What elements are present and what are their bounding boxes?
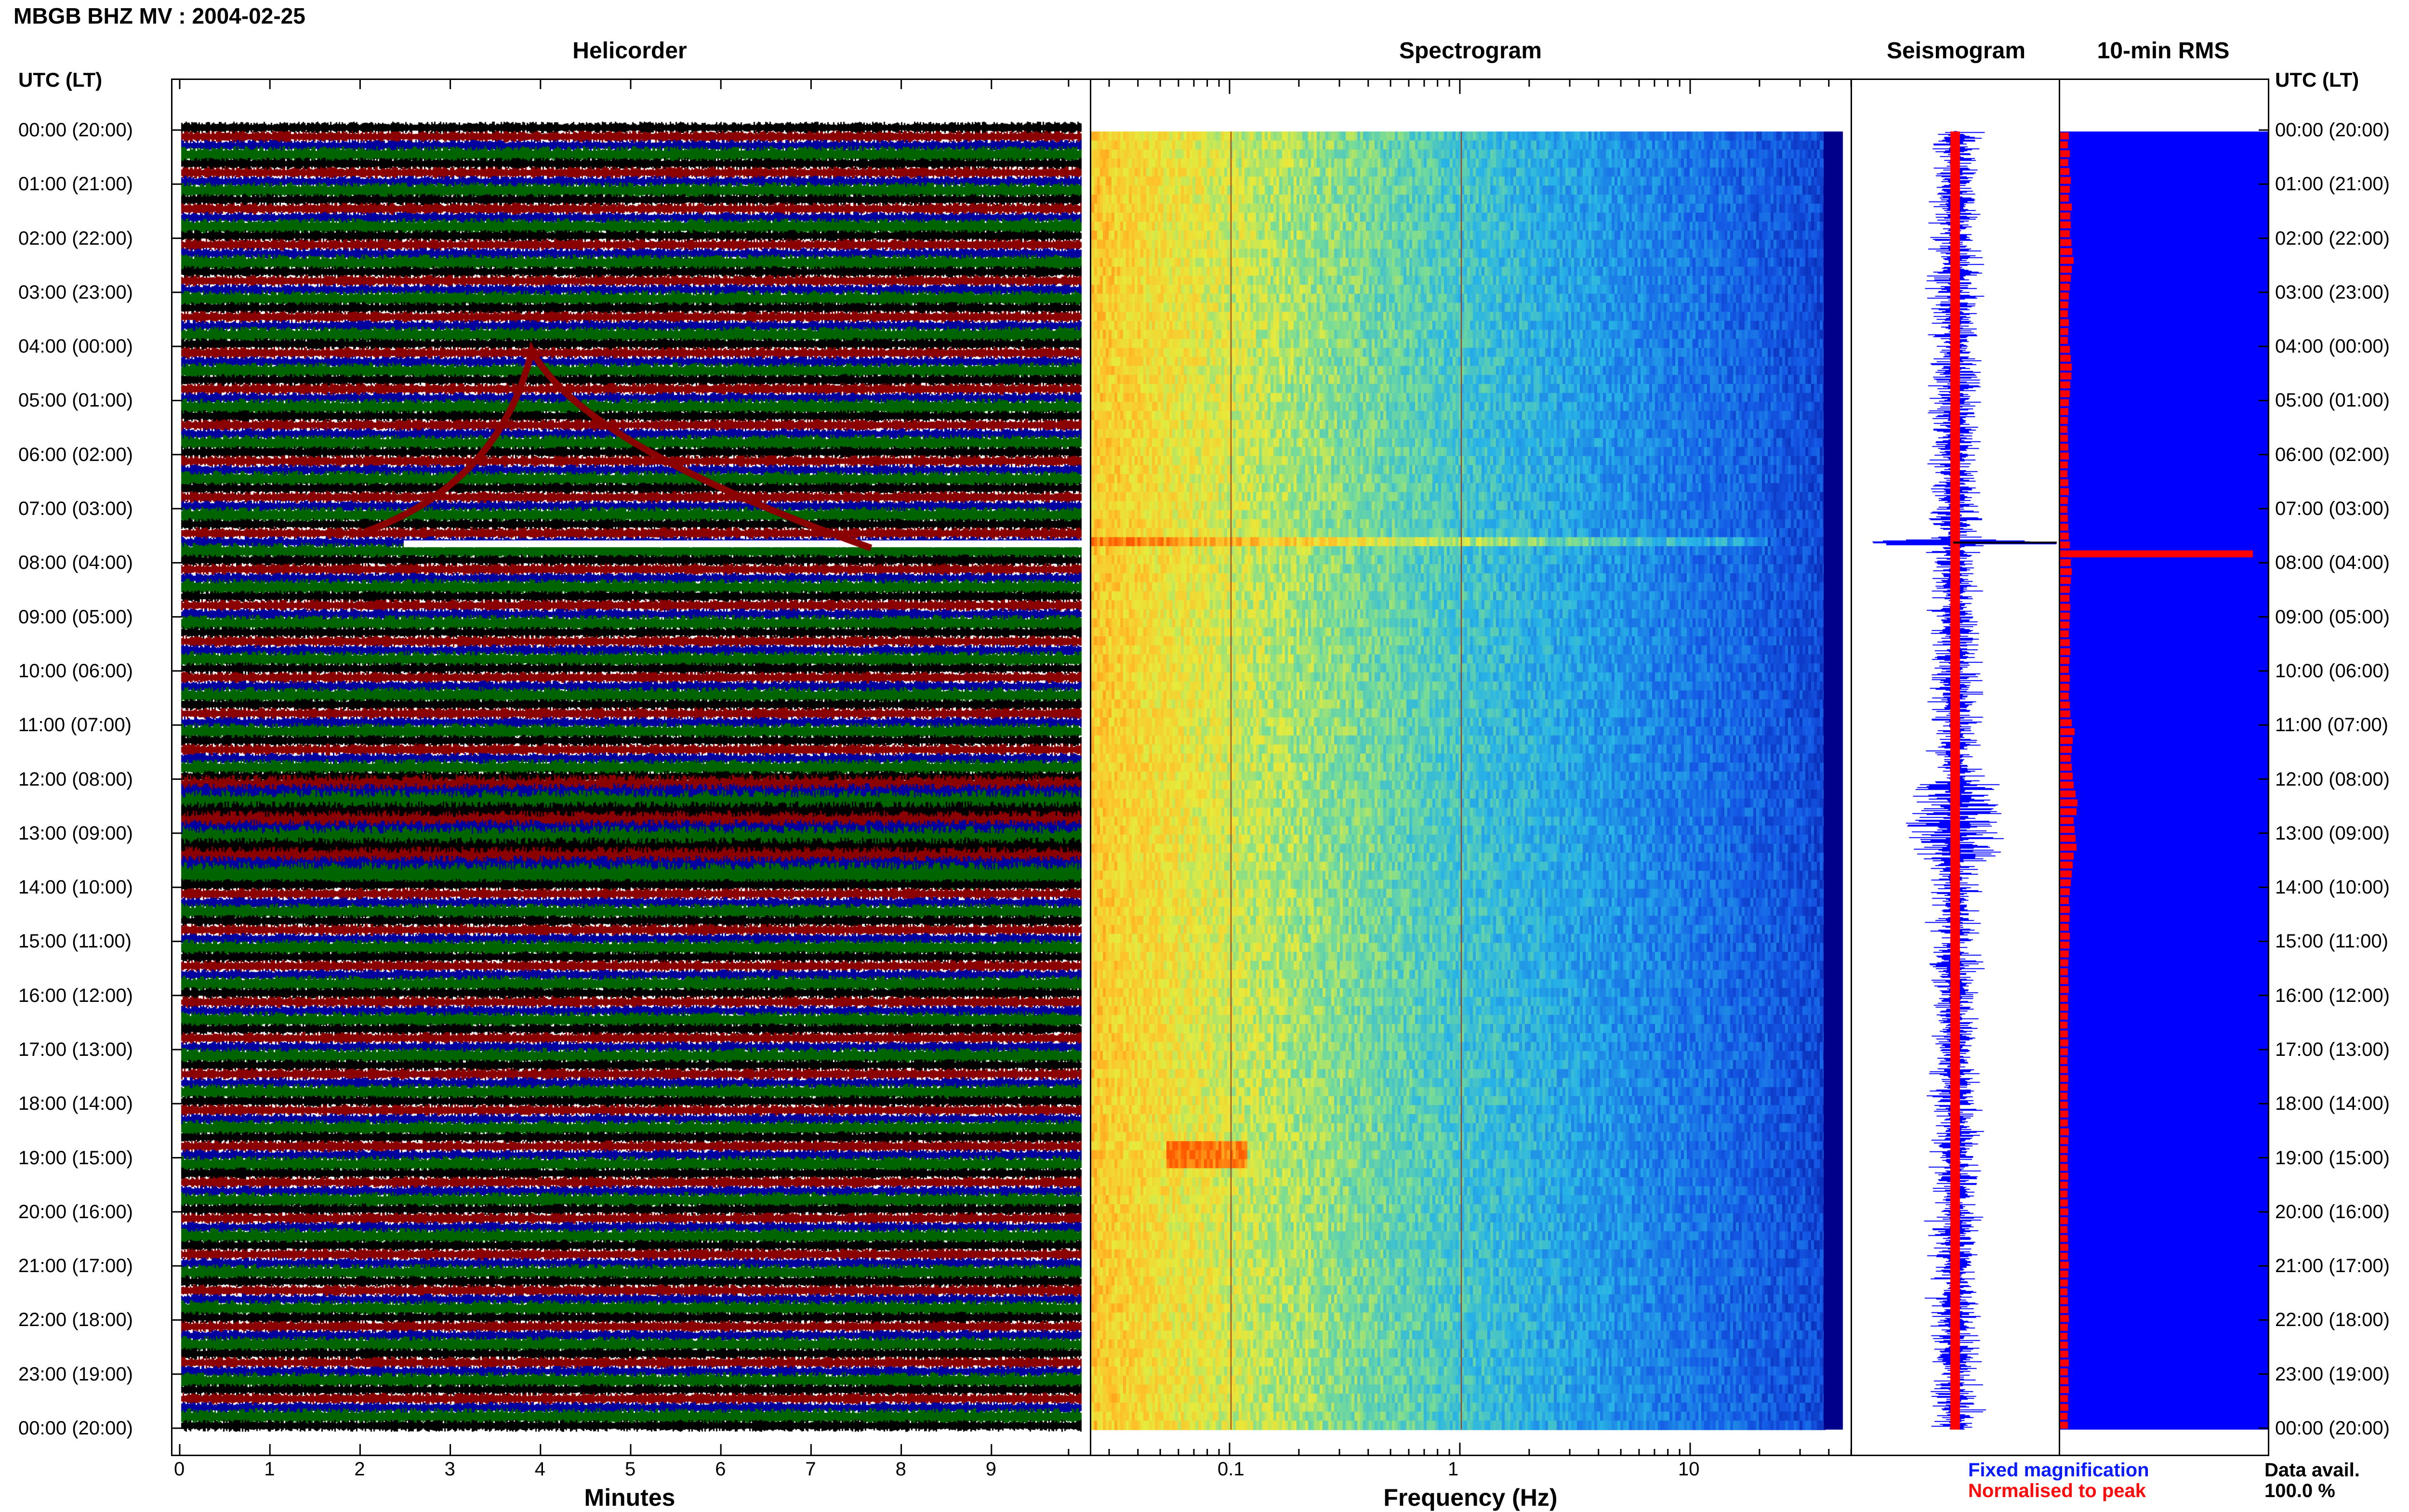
- time-label: 13:00 (09:00): [2275, 822, 2390, 844]
- time-label: 21:00 (17:00): [18, 1255, 133, 1277]
- time-label: 16:00 (12:00): [18, 985, 133, 1006]
- time-label: 23:00 (19:00): [2275, 1363, 2390, 1385]
- helicorder-x-tick-label: 5: [625, 1459, 636, 1480]
- utc-label-left: UTC (LT): [18, 68, 103, 91]
- time-label: 04:00 (00:00): [2275, 336, 2390, 357]
- data-availability-value: 100.0 %: [2264, 1480, 2335, 1501]
- spectrogram-image: [1091, 80, 1851, 1455]
- spectrogram-title: Spectrogram: [1399, 38, 1542, 64]
- time-label: 17:00 (13:00): [18, 1039, 133, 1060]
- time-label: 02:00 (22:00): [18, 227, 133, 249]
- time-label: 22:00 (18:00): [2275, 1309, 2390, 1331]
- helicorder-x-tick-label: 1: [264, 1459, 275, 1480]
- time-label: 03:00 (23:00): [2275, 281, 2390, 303]
- time-label: 09:00 (05:00): [18, 606, 133, 628]
- helicorder-panel: [171, 79, 1091, 1456]
- helicorder-x-tick-label: 6: [715, 1459, 726, 1480]
- time-label: 11:00 (07:00): [18, 714, 132, 736]
- spectrogram-x-label: Frequency (Hz): [1383, 1484, 1558, 1511]
- time-label: 03:00 (23:00): [18, 281, 133, 303]
- time-label: 05:00 (01:00): [2275, 390, 2390, 411]
- spectrogram-x-tick-label: 1: [1448, 1459, 1459, 1480]
- time-label: 05:00 (01:00): [18, 390, 133, 411]
- time-label: 18:00 (14:00): [2275, 1093, 2390, 1115]
- time-label: 09:00 (05:00): [2275, 606, 2390, 628]
- time-label: 15:00 (11:00): [18, 931, 132, 952]
- page-title: MBGB BHZ MV : 2004-02-25: [13, 3, 305, 28]
- time-label: 14:00 (10:00): [18, 877, 133, 898]
- time-label: 00:00 (20:00): [2275, 1418, 2390, 1439]
- time-label: 11:00 (07:00): [2275, 714, 2388, 736]
- time-label: 02:00 (22:00): [2275, 227, 2390, 249]
- time-label: 18:00 (14:00): [18, 1093, 133, 1115]
- rms-bars: [2060, 80, 2268, 1455]
- time-label: 17:00 (13:00): [2275, 1039, 2390, 1060]
- time-label: 00:00 (20:00): [2275, 119, 2390, 141]
- helicorder-x-tick-label: 2: [354, 1459, 365, 1480]
- helicorder-x-tick-label: 0: [174, 1459, 185, 1480]
- data-availability-label: Data avail.: [2264, 1459, 2360, 1481]
- time-label: 21:00 (17:00): [2275, 1255, 2390, 1277]
- time-label: 15:00 (11:00): [2275, 931, 2388, 952]
- spectrogram-x-tick-label: 0.1: [1218, 1459, 1244, 1480]
- helicorder-x-tick-label: 3: [444, 1459, 455, 1480]
- time-label: 07:00 (03:00): [18, 498, 133, 520]
- rms-panel: [2059, 79, 2269, 1456]
- spectrogram-panel: [1090, 79, 1852, 1456]
- helicorder-x-tick-label: 4: [534, 1459, 546, 1480]
- time-label: 12:00 (08:00): [2275, 768, 2390, 790]
- time-label: 14:00 (10:00): [2275, 877, 2390, 898]
- time-label: 10:00 (06:00): [18, 660, 133, 682]
- spectrogram-x-tick-label: 10: [1678, 1459, 1700, 1480]
- time-label: 20:00 (16:00): [18, 1201, 133, 1223]
- seismogram-trace: [1852, 80, 2059, 1455]
- time-label: 13:00 (09:00): [18, 822, 133, 844]
- time-label: 19:00 (15:00): [18, 1147, 133, 1169]
- utc-label-right: UTC (LT): [2275, 68, 2359, 91]
- time-label: 16:00 (12:00): [2275, 985, 2390, 1006]
- time-label: 10:00 (06:00): [2275, 660, 2390, 682]
- time-label: 20:00 (16:00): [2275, 1201, 2390, 1223]
- legend-fixed-magnification: Fixed magnification: [1968, 1459, 2149, 1481]
- seismogram-panel: [1851, 79, 2060, 1456]
- time-label: 23:00 (19:00): [18, 1363, 133, 1385]
- helicorder-x-tick-label: 8: [895, 1459, 906, 1480]
- time-label: 08:00 (04:00): [2275, 552, 2390, 574]
- helicorder-x-tick-label: 7: [805, 1459, 816, 1480]
- time-label: 19:00 (15:00): [2275, 1147, 2390, 1169]
- time-label: 12:00 (08:00): [18, 768, 133, 790]
- time-label: 00:00 (20:00): [18, 1418, 133, 1439]
- helicorder-traces: [172, 80, 1090, 1455]
- helicorder-x-label: Minutes: [584, 1484, 675, 1511]
- time-label: 04:00 (00:00): [18, 336, 133, 357]
- helicorder-title: Helicorder: [572, 38, 687, 64]
- time-label: 01:00 (21:00): [18, 173, 133, 195]
- time-label: 22:00 (18:00): [18, 1309, 133, 1331]
- time-label: 00:00 (20:00): [18, 119, 133, 141]
- time-label: 06:00 (02:00): [2275, 444, 2390, 465]
- rms-title: 10-min RMS: [2097, 38, 2230, 64]
- helicorder-x-tick-label: 9: [985, 1459, 997, 1480]
- time-label: 01:00 (21:00): [2275, 173, 2390, 195]
- legend-normalised-to-peak: Normalised to peak: [1968, 1480, 2146, 1501]
- time-label: 06:00 (02:00): [18, 444, 133, 465]
- seismogram-title: Seismogram: [1886, 38, 2026, 64]
- time-label: 08:00 (04:00): [18, 552, 133, 574]
- time-label: 07:00 (03:00): [2275, 498, 2390, 520]
